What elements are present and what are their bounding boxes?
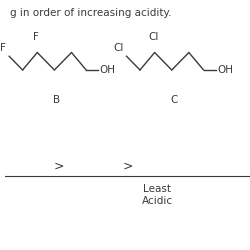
- Text: OH: OH: [217, 65, 233, 75]
- Text: Cl: Cl: [113, 43, 123, 53]
- Text: Cl: Cl: [148, 32, 158, 42]
- Text: B: B: [53, 95, 60, 105]
- Text: Least: Least: [143, 184, 171, 194]
- Text: >: >: [122, 160, 133, 173]
- Text: F: F: [33, 32, 39, 42]
- Text: g in order of increasing acidity.: g in order of increasing acidity.: [10, 8, 172, 18]
- Text: Acidic: Acidic: [142, 196, 173, 206]
- Text: F: F: [0, 43, 6, 53]
- Text: C: C: [170, 95, 178, 105]
- Text: >: >: [54, 160, 64, 173]
- Text: OH: OH: [100, 65, 116, 75]
